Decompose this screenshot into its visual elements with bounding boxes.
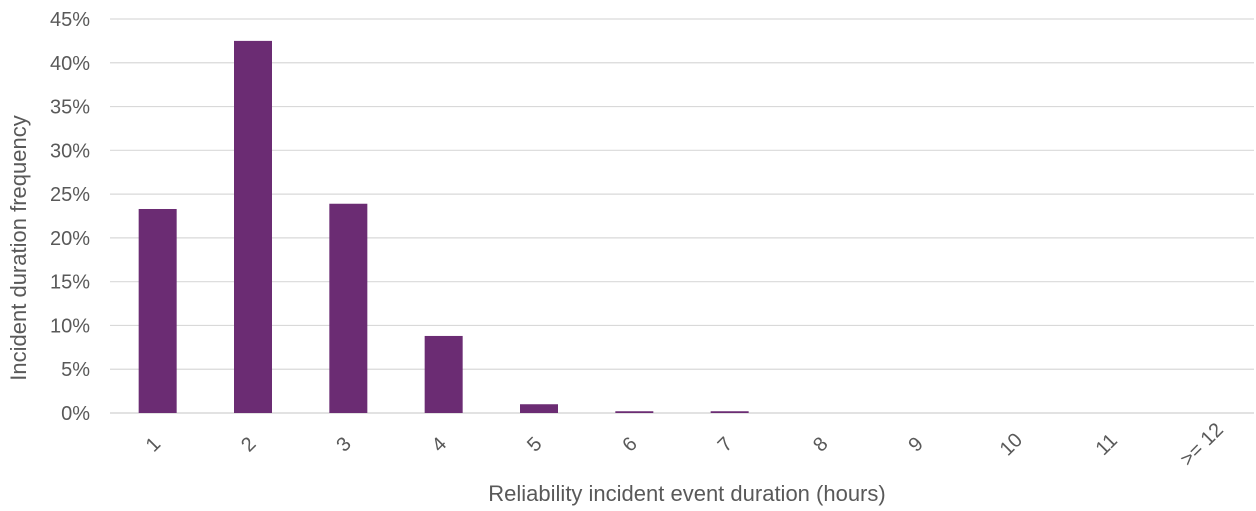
x-tick-label: 9 — [904, 433, 927, 456]
x-tick-label: 10 — [996, 429, 1027, 460]
x-axis-title: Reliability incident event duration (hou… — [488, 481, 885, 506]
x-tick-label: 4 — [428, 433, 451, 456]
y-axis-ticks: 0% 5% 10% 15% 20% 25% 30% 35% 40% 45% — [50, 9, 90, 425]
gridlines — [110, 18, 1254, 414]
bar — [615, 411, 654, 413]
y-tick-label: 15% — [50, 272, 90, 294]
y-tick-label: 20% — [50, 228, 90, 250]
x-tick-label: 11 — [1092, 430, 1122, 460]
x-tick-label: 6 — [618, 433, 641, 456]
y-tick-label: 0% — [61, 403, 90, 425]
bar — [520, 404, 558, 413]
y-tick-label: 40% — [50, 53, 90, 75]
x-tick-label: 2 — [237, 433, 260, 456]
y-tick-label: 35% — [50, 97, 90, 119]
x-tick-label: 1 — [142, 433, 165, 456]
bars — [138, 40, 749, 414]
bar — [234, 40, 272, 414]
x-axis-ticks: 1 2 3 4 5 6 7 8 9 10 11 >= 12 — [142, 419, 1228, 471]
bar — [710, 411, 749, 413]
x-tick-label: 8 — [809, 433, 832, 456]
y-tick-label: 25% — [50, 184, 90, 206]
x-tick-label: 3 — [332, 433, 355, 456]
y-tick-label: 45% — [50, 9, 90, 31]
y-tick-label: 10% — [50, 315, 90, 337]
bar — [138, 208, 177, 413]
y-tick-label: 5% — [61, 359, 90, 381]
x-tick-label: 5 — [523, 433, 546, 456]
y-axis-title: Incident duration frequency — [6, 115, 31, 380]
x-tick-label: >= 12 — [1176, 419, 1228, 471]
x-tick-label: 7 — [714, 433, 737, 456]
bar — [424, 335, 463, 413]
y-tick-label: 30% — [50, 140, 90, 162]
bar — [329, 203, 368, 413]
